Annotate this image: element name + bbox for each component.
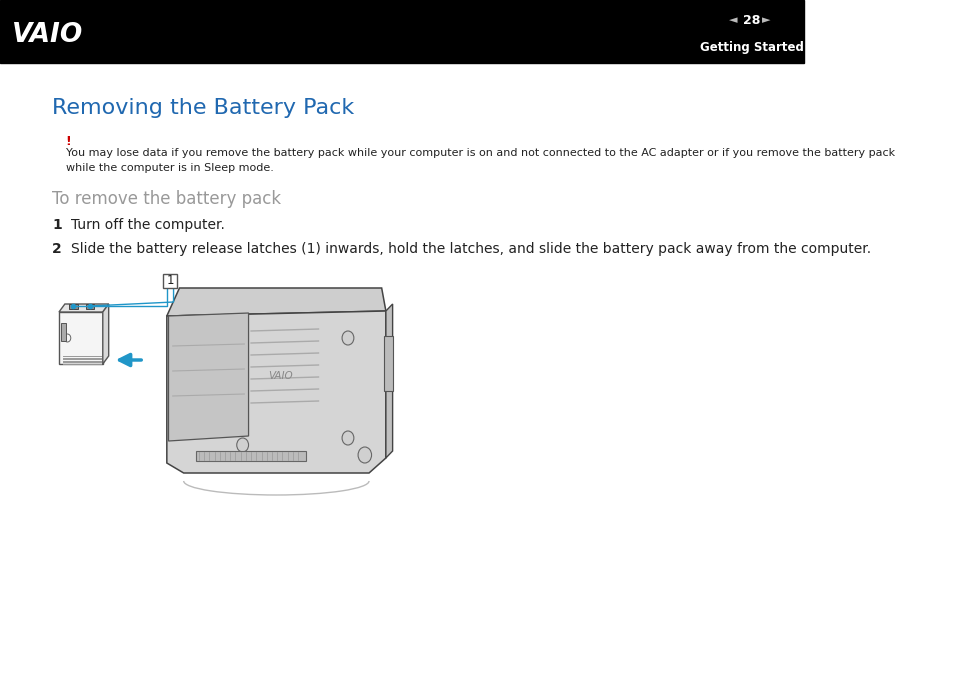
Text: To remove the battery pack: To remove the battery pack [52, 190, 281, 208]
Circle shape [342, 331, 354, 345]
Polygon shape [169, 313, 249, 441]
Polygon shape [167, 311, 385, 473]
Text: !: ! [66, 135, 71, 148]
Bar [61, 323, 66, 341]
Text: 28: 28 [742, 13, 760, 27]
Polygon shape [103, 304, 109, 364]
Text: VAIO: VAIO [268, 371, 293, 381]
Bar [384, 336, 393, 391]
Text: 1: 1 [52, 218, 62, 232]
Polygon shape [167, 288, 385, 316]
Text: 1: 1 [166, 274, 173, 288]
Text: Turn off the computer.: Turn off the computer. [71, 218, 224, 232]
Text: ◄: ◄ [728, 15, 737, 25]
Bar [86, 304, 94, 309]
Text: You may lose data if you remove the battery pack while your computer is on and n: You may lose data if you remove the batt… [66, 148, 894, 173]
Text: 2: 2 [52, 242, 62, 256]
Circle shape [64, 334, 71, 342]
Text: Getting Started: Getting Started [699, 40, 802, 54]
Circle shape [342, 431, 354, 445]
Bar [0, 0, 803, 63]
Polygon shape [59, 304, 109, 312]
Text: Slide the battery release latches (1) inwards, hold the latches, and slide the b: Slide the battery release latches (1) in… [71, 242, 870, 256]
Bar [163, 274, 176, 288]
Circle shape [236, 438, 249, 452]
Polygon shape [385, 304, 393, 458]
Text: Removing the Battery Pack: Removing the Battery Pack [52, 98, 355, 118]
Circle shape [357, 447, 371, 463]
Text: ►: ► [761, 15, 770, 25]
Bar [69, 304, 77, 309]
Polygon shape [59, 312, 103, 364]
Bar [196, 451, 306, 461]
Text: VAIO: VAIO [11, 22, 83, 48]
